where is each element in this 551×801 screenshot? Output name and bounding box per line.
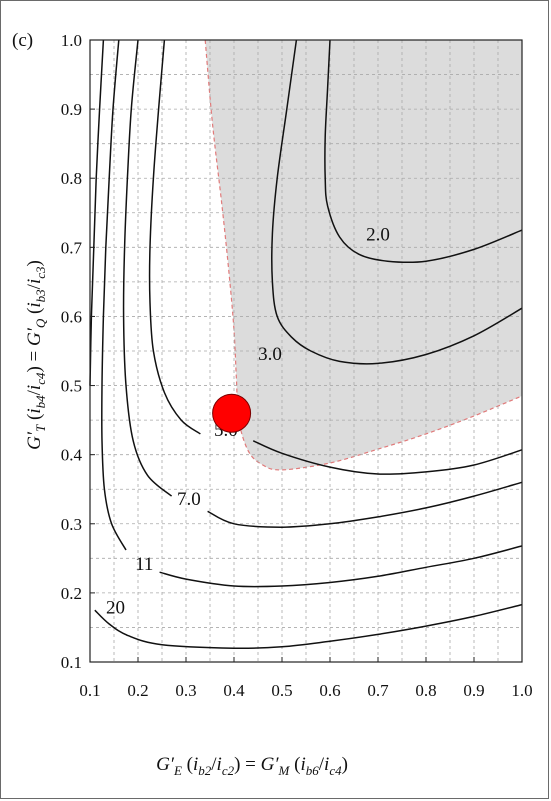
contour-line — [94, 603, 523, 650]
x-tick-label: 0.9 — [463, 681, 484, 700]
y-tick-label: 0.9 — [61, 100, 82, 119]
y-axis-label: G′T (ib4/ic4) = G′Q (ib3/ic3) — [24, 260, 48, 450]
design-point-marker — [212, 393, 252, 433]
shaded-region — [205, 40, 522, 470]
contour-line — [252, 440, 523, 475]
contour-line — [122, 39, 173, 497]
x-tick-label: 0.8 — [415, 681, 436, 700]
y-axis-ticks: 0.1 0.2 0.3 0.4 0.5 0.6 0.7 0.8 0.9 1.0 — [61, 31, 95, 672]
x-tick-label: 0.1 — [79, 681, 100, 700]
x-tick-label: 0.7 — [367, 681, 389, 700]
contour-label: 7.0 — [177, 489, 201, 510]
y-tick-label: 0.8 — [61, 169, 82, 188]
contour-line — [89, 39, 105, 386]
y-tick-label: 0.3 — [61, 515, 82, 534]
contour-line — [101, 39, 127, 551]
contour-label: 3.0 — [258, 344, 282, 365]
contour-line — [148, 39, 201, 435]
contour-line — [159, 545, 523, 588]
y-tick-label: 0.2 — [61, 584, 82, 603]
x-tick-label: 0.2 — [127, 681, 148, 700]
y-tick-label: 0.1 — [61, 653, 82, 672]
contour-label: 11 — [135, 554, 153, 575]
contour-label: 2.0 — [366, 225, 390, 246]
y-tick-label: 0.4 — [61, 446, 83, 465]
contour-lines — [89, 39, 523, 650]
x-tick-label: 0.6 — [319, 681, 340, 700]
y-tick-label: 0.5 — [61, 377, 82, 396]
grid — [90, 40, 522, 662]
contour-line — [271, 39, 523, 365]
y-tick-label: 1.0 — [61, 31, 82, 50]
y-tick-label: 0.6 — [61, 307, 82, 326]
contour-label: 20 — [106, 598, 125, 619]
contour-line — [324, 39, 523, 264]
plot-frame — [89, 39, 523, 663]
shaded-region-boundary — [204, 39, 523, 471]
panel-label: (c) — [12, 30, 33, 51]
x-tick-label: 0.4 — [223, 681, 245, 700]
y-tick-label: 0.7 — [61, 238, 83, 257]
contour-line — [207, 481, 523, 528]
x-axis-ticks: 0.1 0.2 0.3 0.4 0.5 0.6 0.7 0.8 0.9 1.0 — [79, 657, 533, 700]
x-tick-label: 1.0 — [511, 681, 532, 700]
x-axis-label: G′E (ib2/ic2) = G′M (ib6/ic4) — [156, 754, 348, 778]
x-tick-label: 0.5 — [271, 681, 292, 700]
x-tick-label: 0.3 — [175, 681, 196, 700]
